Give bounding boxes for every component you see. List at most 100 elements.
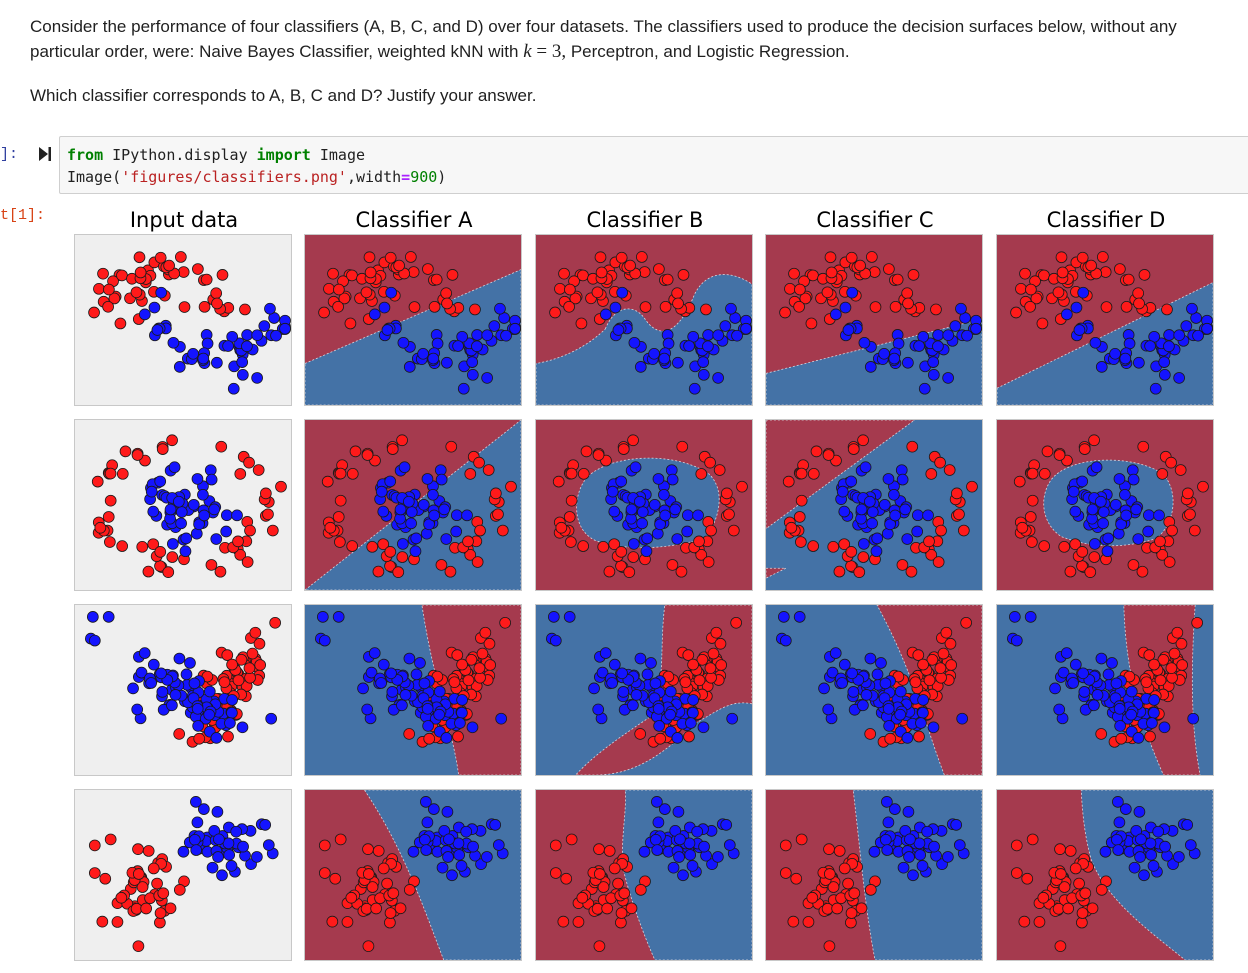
data-point-blue: [1069, 505, 1082, 518]
data-point-red: [329, 872, 342, 885]
data-point-red: [1154, 674, 1167, 687]
data-point-blue: [1088, 699, 1100, 712]
data-point-blue: [251, 329, 264, 341]
data-point-red: [243, 456, 255, 469]
data-point-red: [891, 273, 904, 286]
data-point-red: [346, 540, 359, 552]
data-point-red: [332, 300, 344, 313]
data-point-red: [334, 536, 346, 548]
data-point-blue: [1069, 658, 1082, 671]
output-prompt: t[1]:: [0, 207, 46, 224]
data-point-blue: [726, 712, 739, 725]
panel-plot: [305, 235, 521, 405]
data-point-blue: [397, 538, 409, 550]
panel-plot: [85, 611, 281, 748]
data-point-red: [482, 464, 495, 476]
data-point-blue: [198, 509, 211, 522]
data-point-blue: [616, 667, 628, 680]
run-cell-icon[interactable]: [38, 146, 52, 162]
panel-plot: [88, 251, 291, 395]
data-point-red: [787, 915, 800, 928]
data-point-red: [239, 303, 251, 316]
data-point-red: [723, 508, 735, 521]
data-point-blue: [1144, 340, 1156, 352]
data-point-blue: [227, 382, 240, 395]
data-point-blue: [318, 634, 331, 647]
data-point-blue: [375, 485, 388, 498]
data-point-red: [1030, 292, 1043, 305]
data-point-blue: [175, 517, 187, 530]
data-point-blue: [145, 677, 157, 689]
data-point-red: [934, 662, 947, 675]
data-point-blue: [881, 796, 893, 808]
data-point-red: [569, 292, 582, 305]
data-point-blue: [677, 869, 689, 882]
data-point-red: [1056, 266, 1069, 279]
data-point-blue: [1113, 473, 1126, 485]
data-point-red: [198, 301, 211, 313]
data-point-blue: [423, 518, 435, 531]
data-point-red: [799, 292, 812, 305]
data-point-red: [1038, 540, 1051, 552]
data-point-red: [593, 843, 605, 855]
code-arg: ,width: [346, 168, 402, 186]
data-point-blue: [456, 707, 468, 719]
data-point-blue: [172, 495, 185, 508]
data-point-blue: [205, 473, 218, 486]
data-point-red: [318, 839, 331, 852]
data-point-red: [869, 301, 882, 313]
data-point-red: [677, 269, 690, 281]
data-point-blue: [1094, 495, 1107, 508]
data-point-blue: [927, 356, 940, 368]
data-point-red: [446, 269, 459, 281]
data-point-red: [88, 867, 101, 879]
data-point-red: [560, 872, 573, 885]
data-point-blue: [431, 337, 444, 350]
data-point-blue: [1077, 286, 1090, 299]
data-point-red: [403, 884, 416, 896]
data-point-blue: [230, 825, 243, 838]
data-point-red: [1062, 902, 1074, 915]
data-point-blue: [385, 667, 397, 680]
data-point-red: [1156, 468, 1169, 480]
data-point-red: [260, 487, 272, 500]
math-comma: ,: [561, 41, 567, 62]
data-point-blue: [1123, 337, 1136, 350]
data-point-red: [695, 548, 708, 561]
data-point-blue: [702, 329, 714, 341]
code-text[interactable]: from IPython.display import Image Image(…: [67, 144, 446, 188]
data-point-blue: [375, 677, 387, 689]
data-point-blue: [638, 845, 651, 858]
panel-row-1-input: [74, 234, 292, 406]
data-point-red: [784, 282, 796, 295]
data-point-blue: [1132, 732, 1145, 744]
data-point-red: [346, 468, 359, 480]
data-point-blue: [377, 658, 390, 671]
data-point-blue: [907, 869, 919, 882]
data-point-red: [597, 881, 610, 893]
data-point-blue: [86, 611, 99, 623]
panel-plot: [536, 235, 752, 405]
data-point-red: [1184, 508, 1196, 521]
data-point-blue: [410, 668, 423, 681]
code-cell-editor[interactable]: from IPython.display import Image Image(…: [59, 136, 1248, 194]
data-point-blue: [466, 721, 479, 734]
data-point-blue: [471, 340, 483, 353]
data-point-blue: [131, 703, 144, 716]
data-point-blue: [456, 694, 468, 706]
data-point-red: [831, 902, 843, 915]
data-point-red: [853, 566, 866, 578]
data-point-red: [930, 303, 942, 316]
data-point-blue: [549, 634, 562, 647]
data-point-blue: [719, 320, 732, 332]
data-point-red: [435, 559, 448, 571]
data-point-red: [1163, 556, 1176, 568]
data-point-blue: [414, 657, 426, 669]
data-point-blue: [212, 851, 224, 863]
data-point-red: [333, 283, 345, 296]
data-point-red: [1037, 891, 1050, 904]
data-point-red: [902, 297, 914, 310]
data-point-blue: [436, 861, 449, 874]
data-point-red: [136, 541, 149, 553]
panel-plot: [91, 434, 287, 578]
